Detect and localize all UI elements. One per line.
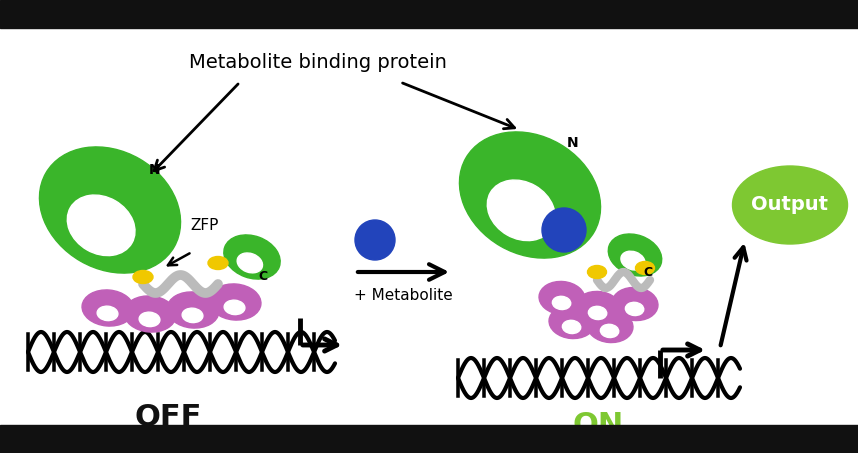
Ellipse shape bbox=[589, 306, 607, 319]
Text: C: C bbox=[644, 265, 653, 279]
Bar bbox=[0, 425, 858, 453]
Ellipse shape bbox=[97, 306, 118, 321]
Ellipse shape bbox=[625, 302, 644, 316]
Ellipse shape bbox=[209, 284, 261, 320]
Ellipse shape bbox=[224, 300, 245, 315]
Ellipse shape bbox=[39, 147, 180, 273]
Text: OFF: OFF bbox=[135, 404, 202, 433]
Circle shape bbox=[355, 220, 395, 260]
Ellipse shape bbox=[167, 292, 219, 328]
Text: N: N bbox=[149, 163, 160, 177]
Ellipse shape bbox=[621, 251, 645, 270]
Ellipse shape bbox=[82, 290, 134, 326]
Ellipse shape bbox=[553, 296, 571, 309]
Ellipse shape bbox=[588, 265, 607, 279]
Ellipse shape bbox=[733, 166, 848, 244]
Text: C: C bbox=[258, 270, 268, 283]
Ellipse shape bbox=[575, 291, 621, 324]
Text: Metabolite binding protein: Metabolite binding protein bbox=[189, 53, 447, 72]
Ellipse shape bbox=[459, 132, 601, 258]
Text: + Metabolite: + Metabolite bbox=[353, 289, 452, 304]
Ellipse shape bbox=[612, 288, 658, 321]
Ellipse shape bbox=[601, 324, 619, 337]
Text: ZFP: ZFP bbox=[190, 217, 219, 232]
Bar bbox=[0, 0, 858, 28]
Ellipse shape bbox=[139, 312, 160, 327]
Ellipse shape bbox=[124, 296, 176, 332]
Ellipse shape bbox=[133, 270, 153, 284]
Ellipse shape bbox=[562, 320, 581, 333]
Circle shape bbox=[542, 208, 586, 252]
Ellipse shape bbox=[182, 308, 202, 323]
Ellipse shape bbox=[587, 309, 633, 342]
Ellipse shape bbox=[549, 305, 595, 338]
Ellipse shape bbox=[237, 253, 263, 273]
Ellipse shape bbox=[636, 261, 655, 275]
Ellipse shape bbox=[224, 235, 281, 279]
Ellipse shape bbox=[487, 180, 555, 241]
Text: ON: ON bbox=[572, 410, 624, 439]
Ellipse shape bbox=[67, 195, 135, 255]
Ellipse shape bbox=[539, 281, 585, 314]
Ellipse shape bbox=[608, 234, 662, 276]
Ellipse shape bbox=[208, 256, 228, 270]
Text: Output: Output bbox=[752, 196, 829, 215]
Text: N: N bbox=[567, 136, 579, 150]
